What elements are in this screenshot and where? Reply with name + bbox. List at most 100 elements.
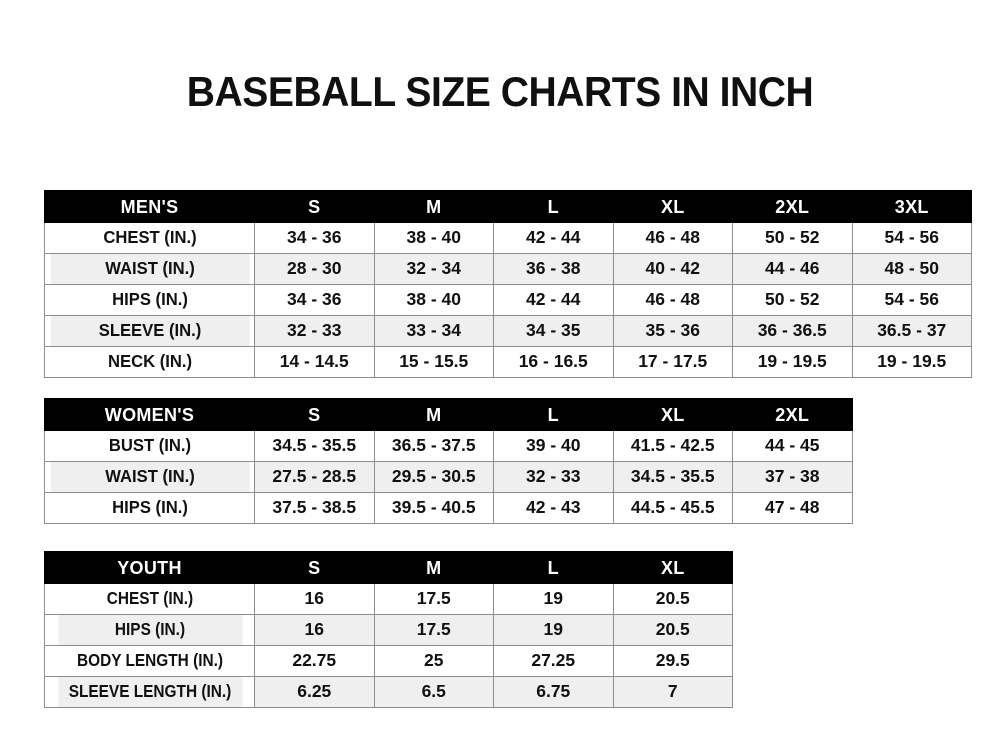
cell-value: 27.25 bbox=[493, 645, 614, 677]
cell-value: 32 - 34 bbox=[373, 253, 494, 285]
cell-value: 34 - 36 bbox=[254, 222, 375, 254]
cell-value: 44.5 - 45.5 bbox=[612, 492, 733, 524]
cell-value: 14 - 14.5 bbox=[254, 346, 375, 378]
cell-value: 35 - 36 bbox=[612, 315, 733, 347]
cell-value: 50 - 52 bbox=[732, 222, 853, 254]
column-header-s: S bbox=[254, 398, 375, 431]
column-header-m: M bbox=[373, 551, 494, 584]
cell-value: 34 - 35 bbox=[493, 315, 614, 347]
cell-value: 40 - 42 bbox=[612, 253, 733, 285]
cell-value: 20.5 bbox=[612, 583, 733, 615]
row-label: SLEEVE (IN.) bbox=[49, 315, 250, 347]
cell-value: 34.5 - 35.5 bbox=[612, 461, 733, 493]
cell-value: 19 - 19.5 bbox=[732, 346, 853, 378]
table-row: WAIST (IN.) 27.5 - 28.5 29.5 - 30.5 32 -… bbox=[45, 461, 853, 493]
table-header-row: YOUTH S M L XL bbox=[44, 551, 733, 584]
cell-value: 37.5 - 38.5 bbox=[254, 492, 375, 524]
column-header-xl: XL bbox=[612, 190, 733, 223]
cell-value: 20.5 bbox=[612, 614, 733, 646]
cell-value: 46 - 48 bbox=[612, 222, 733, 254]
womens-table-header: WOMEN'S S M L XL 2XL bbox=[44, 398, 853, 431]
row-label: BODY LENGTH (IN.) bbox=[56, 645, 243, 677]
cell-value: 27.5 - 28.5 bbox=[254, 461, 375, 493]
cell-value: 17.5 bbox=[373, 614, 494, 646]
cell-value: 6.5 bbox=[373, 676, 494, 708]
cell-value: 7 bbox=[612, 676, 733, 708]
column-header-youth: YOUTH bbox=[44, 551, 255, 584]
table-row: CHEST (IN.) 34 - 36 38 - 40 42 - 44 46 -… bbox=[45, 222, 972, 254]
mens-table-header: MEN'S S M L XL 2XL 3XL bbox=[44, 190, 972, 223]
cell-value: 15 - 15.5 bbox=[373, 346, 494, 378]
cell-value: 38 - 40 bbox=[373, 284, 494, 316]
cell-value: 19 - 19.5 bbox=[851, 346, 972, 378]
cell-value: 44 - 45 bbox=[732, 430, 853, 462]
row-label: BUST (IN.) bbox=[49, 430, 250, 462]
cell-value: 32 - 33 bbox=[254, 315, 375, 347]
table-row: CHEST (IN.) 16 17.5 19 20.5 bbox=[45, 583, 733, 615]
cell-value: 44 - 46 bbox=[732, 253, 853, 285]
cell-value: 48 - 50 bbox=[851, 253, 972, 285]
cell-value: 19 bbox=[493, 583, 614, 615]
cell-value: 34.5 - 35.5 bbox=[254, 430, 375, 462]
row-label: NECK (IN.) bbox=[49, 346, 250, 378]
cell-value: 25 bbox=[373, 645, 494, 677]
womens-size-table: WOMEN'S S M L XL 2XL BUST (IN.) 34.5 - 3… bbox=[44, 398, 853, 524]
cell-value: 33 - 34 bbox=[373, 315, 494, 347]
table-row: WAIST (IN.) 28 - 30 32 - 34 36 - 38 40 -… bbox=[45, 253, 972, 285]
cell-value: 54 - 56 bbox=[851, 222, 972, 254]
page-title: BASEBALL SIZE CHARTS IN INCH bbox=[186, 68, 814, 115]
cell-value: 38 - 40 bbox=[373, 222, 494, 254]
table-row: HIPS (IN.) 34 - 36 38 - 40 42 - 44 46 - … bbox=[45, 284, 972, 316]
table-row: BUST (IN.) 34.5 - 35.5 36.5 - 37.5 39 - … bbox=[45, 430, 853, 462]
row-label: WAIST (IN.) bbox=[49, 461, 250, 493]
row-label: CHEST (IN.) bbox=[49, 222, 250, 254]
cell-value: 36.5 - 37 bbox=[851, 315, 972, 347]
row-label: WAIST (IN.) bbox=[49, 253, 250, 285]
cell-value: 41.5 - 42.5 bbox=[612, 430, 733, 462]
cell-value: 6.75 bbox=[493, 676, 614, 708]
cell-value: 54 - 56 bbox=[851, 284, 972, 316]
cell-value: 32 - 33 bbox=[493, 461, 614, 493]
column-header-s: S bbox=[254, 190, 375, 223]
cell-value: 46 - 48 bbox=[612, 284, 733, 316]
row-label: HIPS (IN.) bbox=[49, 492, 250, 524]
cell-value: 36 - 36.5 bbox=[732, 315, 853, 347]
cell-value: 16 - 16.5 bbox=[493, 346, 614, 378]
row-label: HIPS (IN.) bbox=[56, 614, 243, 646]
table-row: HIPS (IN.) 37.5 - 38.5 39.5 - 40.5 42 - … bbox=[45, 492, 853, 524]
table-row: BODY LENGTH (IN.) 22.75 25 27.25 29.5 bbox=[45, 645, 733, 677]
cell-value: 17.5 bbox=[373, 583, 494, 615]
cell-value: 39.5 - 40.5 bbox=[373, 492, 494, 524]
youth-table-body: CHEST (IN.) 16 17.5 19 20.5 HIPS (IN.) 1… bbox=[45, 583, 733, 708]
cell-value: 34 - 36 bbox=[254, 284, 375, 316]
column-header-l: L bbox=[493, 190, 614, 223]
cell-value: 36.5 - 37.5 bbox=[373, 430, 494, 462]
cell-value: 19 bbox=[493, 614, 614, 646]
cell-value: 29.5 - 30.5 bbox=[373, 461, 494, 493]
column-header-womens: WOMEN'S bbox=[44, 398, 255, 431]
column-header-2xl: 2XL bbox=[732, 398, 853, 431]
cell-value: 17 - 17.5 bbox=[612, 346, 733, 378]
row-label: SLEEVE LENGTH (IN.) bbox=[56, 676, 243, 708]
cell-value: 16 bbox=[254, 614, 375, 646]
cell-value: 16 bbox=[254, 583, 375, 615]
table-header-row: WOMEN'S S M L XL 2XL bbox=[44, 398, 853, 431]
column-header-l: L bbox=[493, 398, 614, 431]
mens-size-table: MEN'S S M L XL 2XL 3XL CHEST (IN.) 34 - … bbox=[44, 190, 972, 378]
cell-value: 36 - 38 bbox=[493, 253, 614, 285]
table-row: NECK (IN.) 14 - 14.5 15 - 15.5 16 - 16.5… bbox=[45, 346, 972, 378]
cell-value: 6.25 bbox=[254, 676, 375, 708]
cell-value: 39 - 40 bbox=[493, 430, 614, 462]
cell-value: 29.5 bbox=[612, 645, 733, 677]
youth-table-header: YOUTH S M L XL bbox=[44, 551, 733, 584]
column-header-xl: XL bbox=[612, 398, 733, 431]
table-row: SLEEVE (IN.) 32 - 33 33 - 34 34 - 35 35 … bbox=[45, 315, 972, 347]
column-header-2xl: 2XL bbox=[732, 190, 853, 223]
table-row: SLEEVE LENGTH (IN.) 6.25 6.5 6.75 7 bbox=[45, 676, 733, 708]
cell-value: 42 - 44 bbox=[493, 284, 614, 316]
cell-value: 42 - 44 bbox=[493, 222, 614, 254]
column-header-m: M bbox=[373, 398, 494, 431]
cell-value: 37 - 38 bbox=[732, 461, 853, 493]
column-header-3xl: 3XL bbox=[851, 190, 972, 223]
row-label: HIPS (IN.) bbox=[49, 284, 250, 316]
